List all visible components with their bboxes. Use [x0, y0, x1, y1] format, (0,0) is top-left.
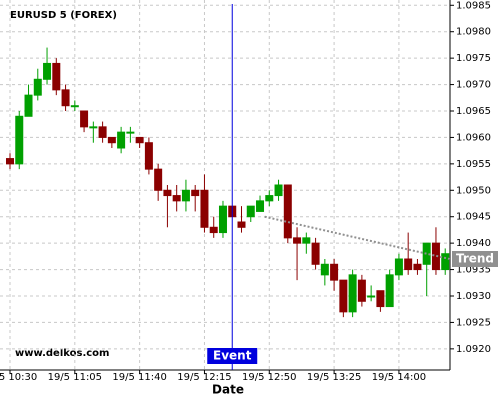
- candle-body: [256, 200, 265, 212]
- watermark: www.delkos.com: [15, 348, 109, 359]
- candle-body: [218, 205, 227, 234]
- y-tick-label: 1.0945: [456, 212, 491, 223]
- candle-body: [404, 258, 413, 271]
- candle-body: [413, 263, 422, 271]
- candle-body: [293, 237, 302, 244]
- candle-body: [200, 189, 209, 228]
- x-tick-label: 19/5 12:50: [242, 372, 296, 383]
- y-tick-label: 1.0920: [456, 344, 491, 355]
- candle-body: [209, 226, 218, 234]
- candle-body: [385, 274, 394, 308]
- candle-body: [237, 221, 246, 228]
- y-tick-label: 1.0965: [456, 106, 491, 117]
- candle-body: [144, 142, 153, 170]
- candle-body: [24, 94, 33, 117]
- trend-label-box: [452, 251, 498, 267]
- event-label: Event: [213, 349, 252, 363]
- candle-body: [126, 131, 135, 134]
- y-tick-label: 1.0930: [456, 291, 491, 302]
- candle-body: [6, 158, 14, 165]
- y-tick-label: 1.0955: [456, 159, 491, 170]
- candle-body: [117, 131, 126, 149]
- x-tick-label: 19/5 14:00: [372, 372, 426, 383]
- candle-body: [52, 62, 61, 91]
- candle-body: [357, 279, 366, 302]
- candle-body: [33, 78, 42, 96]
- y-tick-label: 1.0975: [456, 53, 491, 64]
- candle-body: [172, 195, 181, 202]
- x-tick-label: 19/5 12:15: [177, 372, 231, 383]
- candle-body: [154, 168, 163, 191]
- candle-body: [61, 89, 70, 107]
- x-tick-label: 19/5 13:25: [307, 372, 361, 383]
- candle-body: [89, 126, 98, 129]
- x-tick-label: 19/5 11:05: [48, 372, 102, 383]
- candle-body: [246, 205, 255, 218]
- x-axis-label: Date: [212, 383, 244, 397]
- trend-line: [264, 215, 451, 260]
- y-tick-label: 1.0940: [456, 238, 491, 249]
- candle-body: [163, 189, 172, 197]
- y-tick-label: 1.0935: [456, 265, 491, 276]
- candle-body: [70, 105, 79, 108]
- y-tick-label: 1.0970: [456, 80, 491, 91]
- candle-body: [283, 184, 292, 239]
- y-tick-label: 1.0985: [456, 0, 491, 11]
- candle-body: [191, 189, 200, 197]
- candle-body: [394, 258, 403, 276]
- candle-body: [135, 136, 144, 144]
- candle-body: [265, 195, 274, 202]
- candle-body: [80, 110, 89, 128]
- y-tick-label: 1.0925: [456, 317, 491, 328]
- candle-body: [348, 274, 357, 313]
- x-tick-label: 19/5 10:30: [0, 372, 37, 383]
- candle-body: [330, 263, 339, 281]
- candle-body: [98, 126, 107, 138]
- y-tick-label: 1.0980: [456, 27, 491, 38]
- event-label-box: [207, 348, 258, 364]
- candle-body: [107, 136, 116, 144]
- trend-label: Trend: [456, 252, 494, 266]
- candle-body: [367, 295, 376, 298]
- candle-body: [181, 189, 190, 202]
- y-tick-label: 1.0950: [456, 185, 491, 196]
- y-tick-label: 1.0960: [456, 132, 491, 143]
- grid: [0, 0, 450, 370]
- candle-body: [311, 242, 320, 265]
- candle-body: [302, 237, 311, 244]
- candle-body: [431, 242, 440, 271]
- chart-title: EURUSD 5 (FOREX): [10, 10, 117, 21]
- candle-body: [376, 290, 385, 308]
- candle-body: [274, 184, 283, 197]
- candle-body: [339, 279, 348, 313]
- candle-body: [320, 263, 329, 276]
- candle-body: [441, 253, 450, 271]
- x-tick-label: 19/5 11:40: [112, 372, 166, 383]
- candle-body: [43, 62, 52, 80]
- candle-body: [15, 115, 24, 165]
